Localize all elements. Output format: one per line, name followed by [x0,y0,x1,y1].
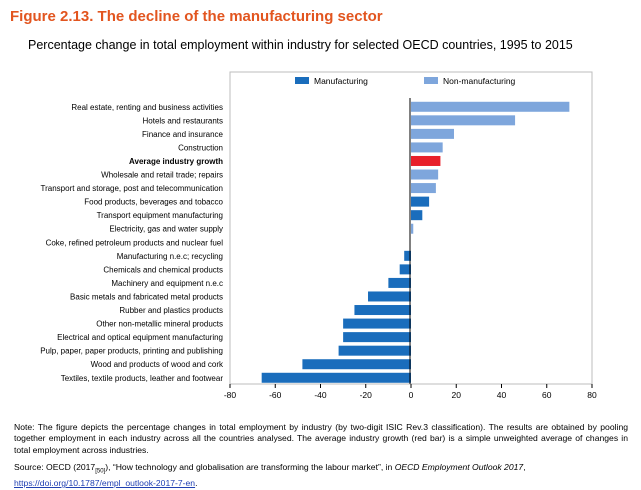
category-label-16: Other non-metallic mineral products [96,320,223,329]
bar-0 [411,101,570,112]
bar-12 [399,264,411,275]
x-tick-label-7: 60 [542,390,552,400]
bar-2 [411,128,454,139]
bar-1 [411,115,516,126]
category-label-17: Electrical and optical equipment manufac… [57,333,223,342]
category-label-6: Transport and storage, post and telecomm… [41,184,223,193]
category-label-9: Electricity, gas and water supply [109,225,223,234]
bar-17 [343,332,411,343]
category-label-10: Coke, refined petroleum products and nuc… [46,238,224,247]
x-tick-label-4: 0 [409,390,414,400]
source-prefix: Source: OECD (2017 [14,462,96,472]
bar-3 [411,142,443,153]
bar-8 [411,210,423,221]
category-label-2: Finance and insurance [142,130,223,139]
x-tick-label-3: -20 [360,390,373,400]
bar-5 [411,169,439,180]
category-label-19: Wood and products of wood and cork [91,360,224,369]
bar-11 [404,250,411,261]
legend-label-manufacturing: Manufacturing [314,76,368,86]
x-tick-label-6: 40 [497,390,507,400]
category-label-13: Machinery and equipment n.e.c [111,279,223,288]
bar-9 [411,223,414,234]
legend-swatch-non-manufacturing [424,77,438,84]
bar-14 [368,291,411,302]
bar-18 [338,345,411,356]
category-label-20: Textiles, textile products, leather and … [61,374,224,383]
legend-swatch-manufacturing [295,77,309,84]
figure-note: Note: The figure depicts the percentage … [14,422,628,455]
category-label-4: Average industry growth [129,157,223,166]
x-tick-label-1: -60 [269,390,282,400]
bar-7 [411,196,430,207]
category-label-15: Rubber and plastics products [119,306,223,315]
legend: Manufacturing Non-manufacturing [295,76,516,86]
bar-15 [354,305,411,316]
category-label-7: Food products, beverages and tobacco [84,198,223,207]
source-reference: [50] [95,468,106,475]
category-label-11: Manufacturing n.e.c; recycling [117,252,223,261]
source-mid: ), “How technology and globalisation are… [105,462,395,472]
source-end: . [195,478,198,489]
bar-6 [411,183,436,194]
bar-19 [302,359,411,370]
source-publication: OECD Employment Outlook 2017 [394,462,524,472]
bar-4 [411,155,441,166]
figure-title: Figure 2.13. The decline of the manufact… [10,8,383,25]
bar-chart: Manufacturing Non-manufacturing Real est… [40,71,597,400]
category-label-14: Basic metals and fabricated metal produc… [70,292,223,301]
category-label-1: Hotels and restaurants [143,116,224,125]
legend-label-non-manufacturing: Non-manufacturing [443,76,516,86]
x-tick-label-0: -80 [224,390,237,400]
bars [261,101,570,383]
figure-subtitle: Percentage change in total employment wi… [28,38,573,52]
source-link[interactable]: https://doi.org/10.1787/empl_outlook-201… [14,478,196,489]
x-tick-label-8: 80 [587,390,597,400]
x-tick-label-5: 20 [452,390,462,400]
category-label-3: Construction [178,143,223,152]
figure-source: Source: OECD (2017[50]), “How technology… [14,462,628,490]
category-label-12: Chemicals and chemical products [103,265,223,274]
bar-20 [261,372,411,383]
category-label-5: Wholesale and retail trade; repairs [101,171,223,180]
x-axis: -80 -60 -40 -20 0 20 40 60 80 [224,384,597,400]
bar-13 [388,277,411,288]
x-tick-label-2: -40 [314,390,327,400]
category-label-0: Real estate, renting and business activi… [71,103,223,112]
bar-16 [343,318,411,329]
category-label-18: Pulp, paper, paper products, printing an… [40,347,223,356]
source-comma: , [523,462,526,472]
category-labels: Real estate, renting and business activi… [40,103,224,383]
category-label-8: Transport equipment manufacturing [97,211,223,220]
